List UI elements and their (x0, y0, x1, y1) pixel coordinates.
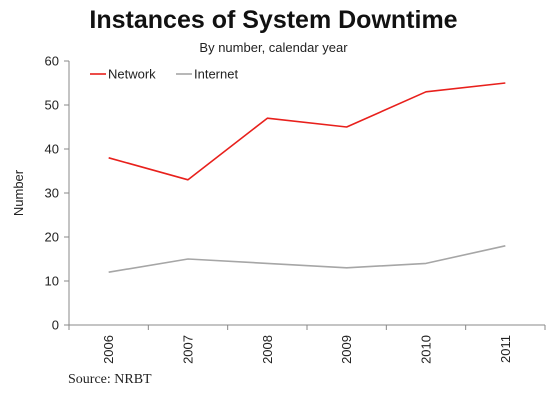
y-axis-label: Number (11, 169, 26, 216)
series-line-internet (108, 245, 506, 273)
y-tick-label: 30 (45, 186, 59, 201)
y-tick-label: 40 (45, 142, 59, 157)
y-tick-label: 60 (45, 54, 59, 69)
y-tick-label: 20 (45, 230, 59, 245)
x-tick-label: 2006 (101, 335, 116, 364)
y-tick-label: 50 (45, 98, 59, 113)
y-tick-label: 0 (52, 318, 59, 333)
x-tick-label: 2009 (339, 335, 354, 364)
x-tick-label: 2010 (419, 335, 434, 364)
x-tick-label: 2008 (260, 335, 275, 364)
legend-label-network: Network (108, 67, 156, 82)
x-tick-label: 2011 (498, 335, 513, 363)
chart-axes (68, 61, 545, 326)
series-line-network (108, 82, 506, 181)
legend-label-internet: Internet (194, 67, 238, 82)
chart-series (108, 82, 506, 273)
x-tick-label: 2007 (181, 335, 196, 364)
chart-subtitle: By number, calendar year (199, 40, 348, 55)
y-axis-ticks: 0 10 20 30 40 50 60 (45, 54, 69, 333)
source-note: Source: NRBT (68, 372, 152, 387)
chart-title: Instances of System Downtime (89, 6, 458, 34)
y-tick-label: 10 (45, 274, 59, 289)
x-axis-ticks: 2006 2007 2008 2009 2010 2011 (68, 325, 546, 364)
chart-legend: Network Internet (90, 67, 238, 82)
